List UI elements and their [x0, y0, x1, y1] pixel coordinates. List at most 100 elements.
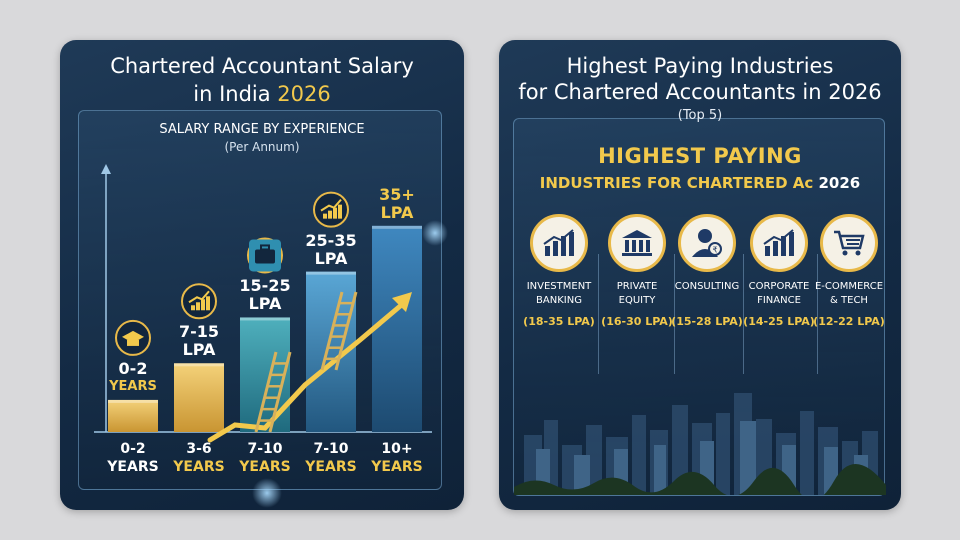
bar-value-label: 0-2 YEARS	[93, 358, 173, 396]
banner-subheading-text: INDUSTRIES FOR CHARTERED Ac	[539, 174, 814, 192]
bar-value-label-line2: LPA	[182, 340, 216, 360]
bar-value-label-line1: 0-2	[118, 358, 148, 378]
industry-salary-range: (15-28 LPA)	[671, 315, 743, 328]
bank-building-icon	[608, 214, 666, 272]
industry-name-line1: CONSULTING	[674, 281, 740, 292]
salary-bar	[108, 399, 158, 432]
bar-value-label-line2: LPA	[314, 248, 348, 268]
industry-name-line1: E-COMMERCE	[814, 281, 884, 292]
x-tick-label: 0-2 YEARS	[100, 440, 166, 476]
industry-ecommerce-tech: E-COMMERCE & TECH (12-22 LPA)	[811, 214, 887, 328]
industry-consulting: ₹ CONSULTING (15-28 LPA)	[671, 214, 743, 328]
banner-subheading: INDUSTRIES FOR CHARTERED Ac 2026	[499, 174, 901, 192]
growth-chart-icon	[313, 191, 349, 228]
x-tick-number: 7-10	[313, 441, 349, 457]
top-count-label: (Top 5)	[677, 108, 723, 123]
x-tick-unit: YEARS	[371, 459, 423, 475]
ladder-icon	[320, 291, 358, 371]
bar-value-label: 35+ LPA	[357, 184, 437, 222]
bar-value-label: 15-25 LPA	[225, 277, 305, 313]
x-tick-unit: YEARS	[107, 459, 159, 475]
divider	[598, 254, 599, 374]
bar-chart-icon	[530, 214, 588, 272]
shopping-cart-icon	[820, 214, 878, 272]
card-title-prefix: in India	[193, 82, 271, 106]
growth-arrow-head-icon	[392, 292, 412, 312]
growth-chart-icon	[181, 283, 217, 320]
x-tick-label: 7-10 YEARS	[298, 440, 364, 476]
industry-name: PRIVATE EQUITY	[601, 280, 673, 310]
x-tick-unit: YEARS	[173, 459, 225, 475]
bar-value-label-line2: LPA	[380, 202, 414, 222]
bar-value-label-line1: 35+	[379, 184, 415, 204]
bar-value-label-line2: YEARS	[109, 378, 157, 394]
card-title-line1: Chartered Accountant Salary	[110, 54, 414, 78]
banner-year: 2026	[818, 174, 861, 192]
industry-salary-range: (12-22 LPA)	[813, 315, 885, 328]
salary-bar-highlight	[108, 399, 158, 403]
card-title-year: 2026	[277, 82, 331, 106]
consultant-icon: ₹	[678, 214, 736, 272]
svg-text:₹: ₹	[712, 246, 717, 255]
card-title-line2: for Chartered Accountants in 2026	[518, 80, 882, 104]
graduation-cap-icon	[115, 319, 151, 356]
industry-name-line2: & TECH	[830, 295, 868, 306]
x-tick-label: 7-10 YEARS	[232, 440, 298, 476]
industry-salary-range: (16-30 LPA)	[601, 315, 673, 328]
bar-value-label-line1: 15-25	[239, 276, 291, 296]
industries-infographic-card: Highest Paying Industries for Chartered …	[499, 40, 901, 510]
industry-name-line2: EQUITY	[618, 295, 656, 306]
x-tick-unit: YEARS	[239, 459, 291, 475]
x-tick-unit: YEARS	[305, 459, 357, 475]
salary-bar-chart	[94, 164, 432, 443]
industry-name: CORPORATE FINANCE	[741, 280, 817, 310]
x-tick-number: 0-2	[120, 441, 146, 457]
industry-name: INVESTMENT BANKING	[523, 280, 595, 310]
industry-salary-range: (18-35 LPA)	[523, 315, 595, 328]
industry-corporate-finance: CORPORATE FINANCE (14-25 LPA)	[741, 214, 817, 328]
x-tick-number: 3-6	[186, 441, 212, 457]
salary-bar	[174, 363, 224, 432]
bar-chart-icon	[750, 214, 808, 272]
industry-salary-range: (14-25 LPA)	[743, 315, 815, 328]
salary-infographic-card: Chartered Accountant Salary in India 202…	[60, 40, 464, 510]
divider	[674, 254, 675, 374]
banner-heading: HIGHEST PAYING	[598, 144, 802, 168]
briefcase-icon	[247, 237, 283, 274]
industry-name-line1: PRIVATE	[616, 281, 658, 292]
y-axis-arrow	[101, 164, 111, 174]
bar-value-label-line2: LPA	[248, 294, 282, 314]
ladder-icon	[254, 351, 292, 433]
industry-name-line2: FINANCE	[757, 295, 801, 306]
bar-value-label: 7-15 LPA	[159, 323, 239, 359]
growth-arrow-icon	[207, 299, 408, 443]
chart-subtitle: (Per Annum)	[224, 140, 300, 154]
x-tick-label: 3-6 YEARS	[166, 440, 232, 476]
city-skyline-illustration	[514, 393, 886, 495]
industry-name-line1: INVESTMENT	[526, 281, 592, 292]
card-title-line1: Highest Paying Industries	[566, 54, 834, 78]
x-tick-label: 10+ YEARS	[364, 440, 430, 476]
salary-bar-highlight	[174, 363, 224, 367]
chart-title: SALARY RANGE BY EXPERIENCE	[159, 122, 365, 137]
industry-investment-banking: INVESTMENT BANKING (18-35 LPA)	[523, 214, 595, 328]
bar-value-label: 25-35 LPA	[291, 230, 371, 268]
x-tick-number: 7-10	[247, 441, 283, 457]
sparkle-glow	[252, 478, 282, 508]
salary-bar	[372, 225, 422, 432]
divider	[743, 254, 744, 374]
industry-private-equity: PRIVATE EQUITY (16-30 LPA)	[601, 214, 673, 328]
industry-name: E-COMMERCE & TECH	[811, 280, 887, 310]
salary-bar-highlight	[306, 271, 356, 275]
divider	[817, 254, 818, 374]
sparkle-glow	[422, 220, 448, 246]
card-title-line2: in India 2026	[60, 80, 464, 108]
salary-bar-highlight	[240, 317, 290, 321]
industry-name-line2: BANKING	[536, 295, 582, 306]
salary-bar-highlight	[372, 225, 422, 229]
bar-value-label-line1: 25-35	[305, 230, 357, 250]
industry-name: CONSULTING	[671, 280, 743, 310]
industry-name-line1: CORPORATE	[748, 281, 810, 292]
bar-value-label-line1: 7-15	[178, 322, 220, 342]
x-tick-number: 10+	[381, 441, 413, 457]
